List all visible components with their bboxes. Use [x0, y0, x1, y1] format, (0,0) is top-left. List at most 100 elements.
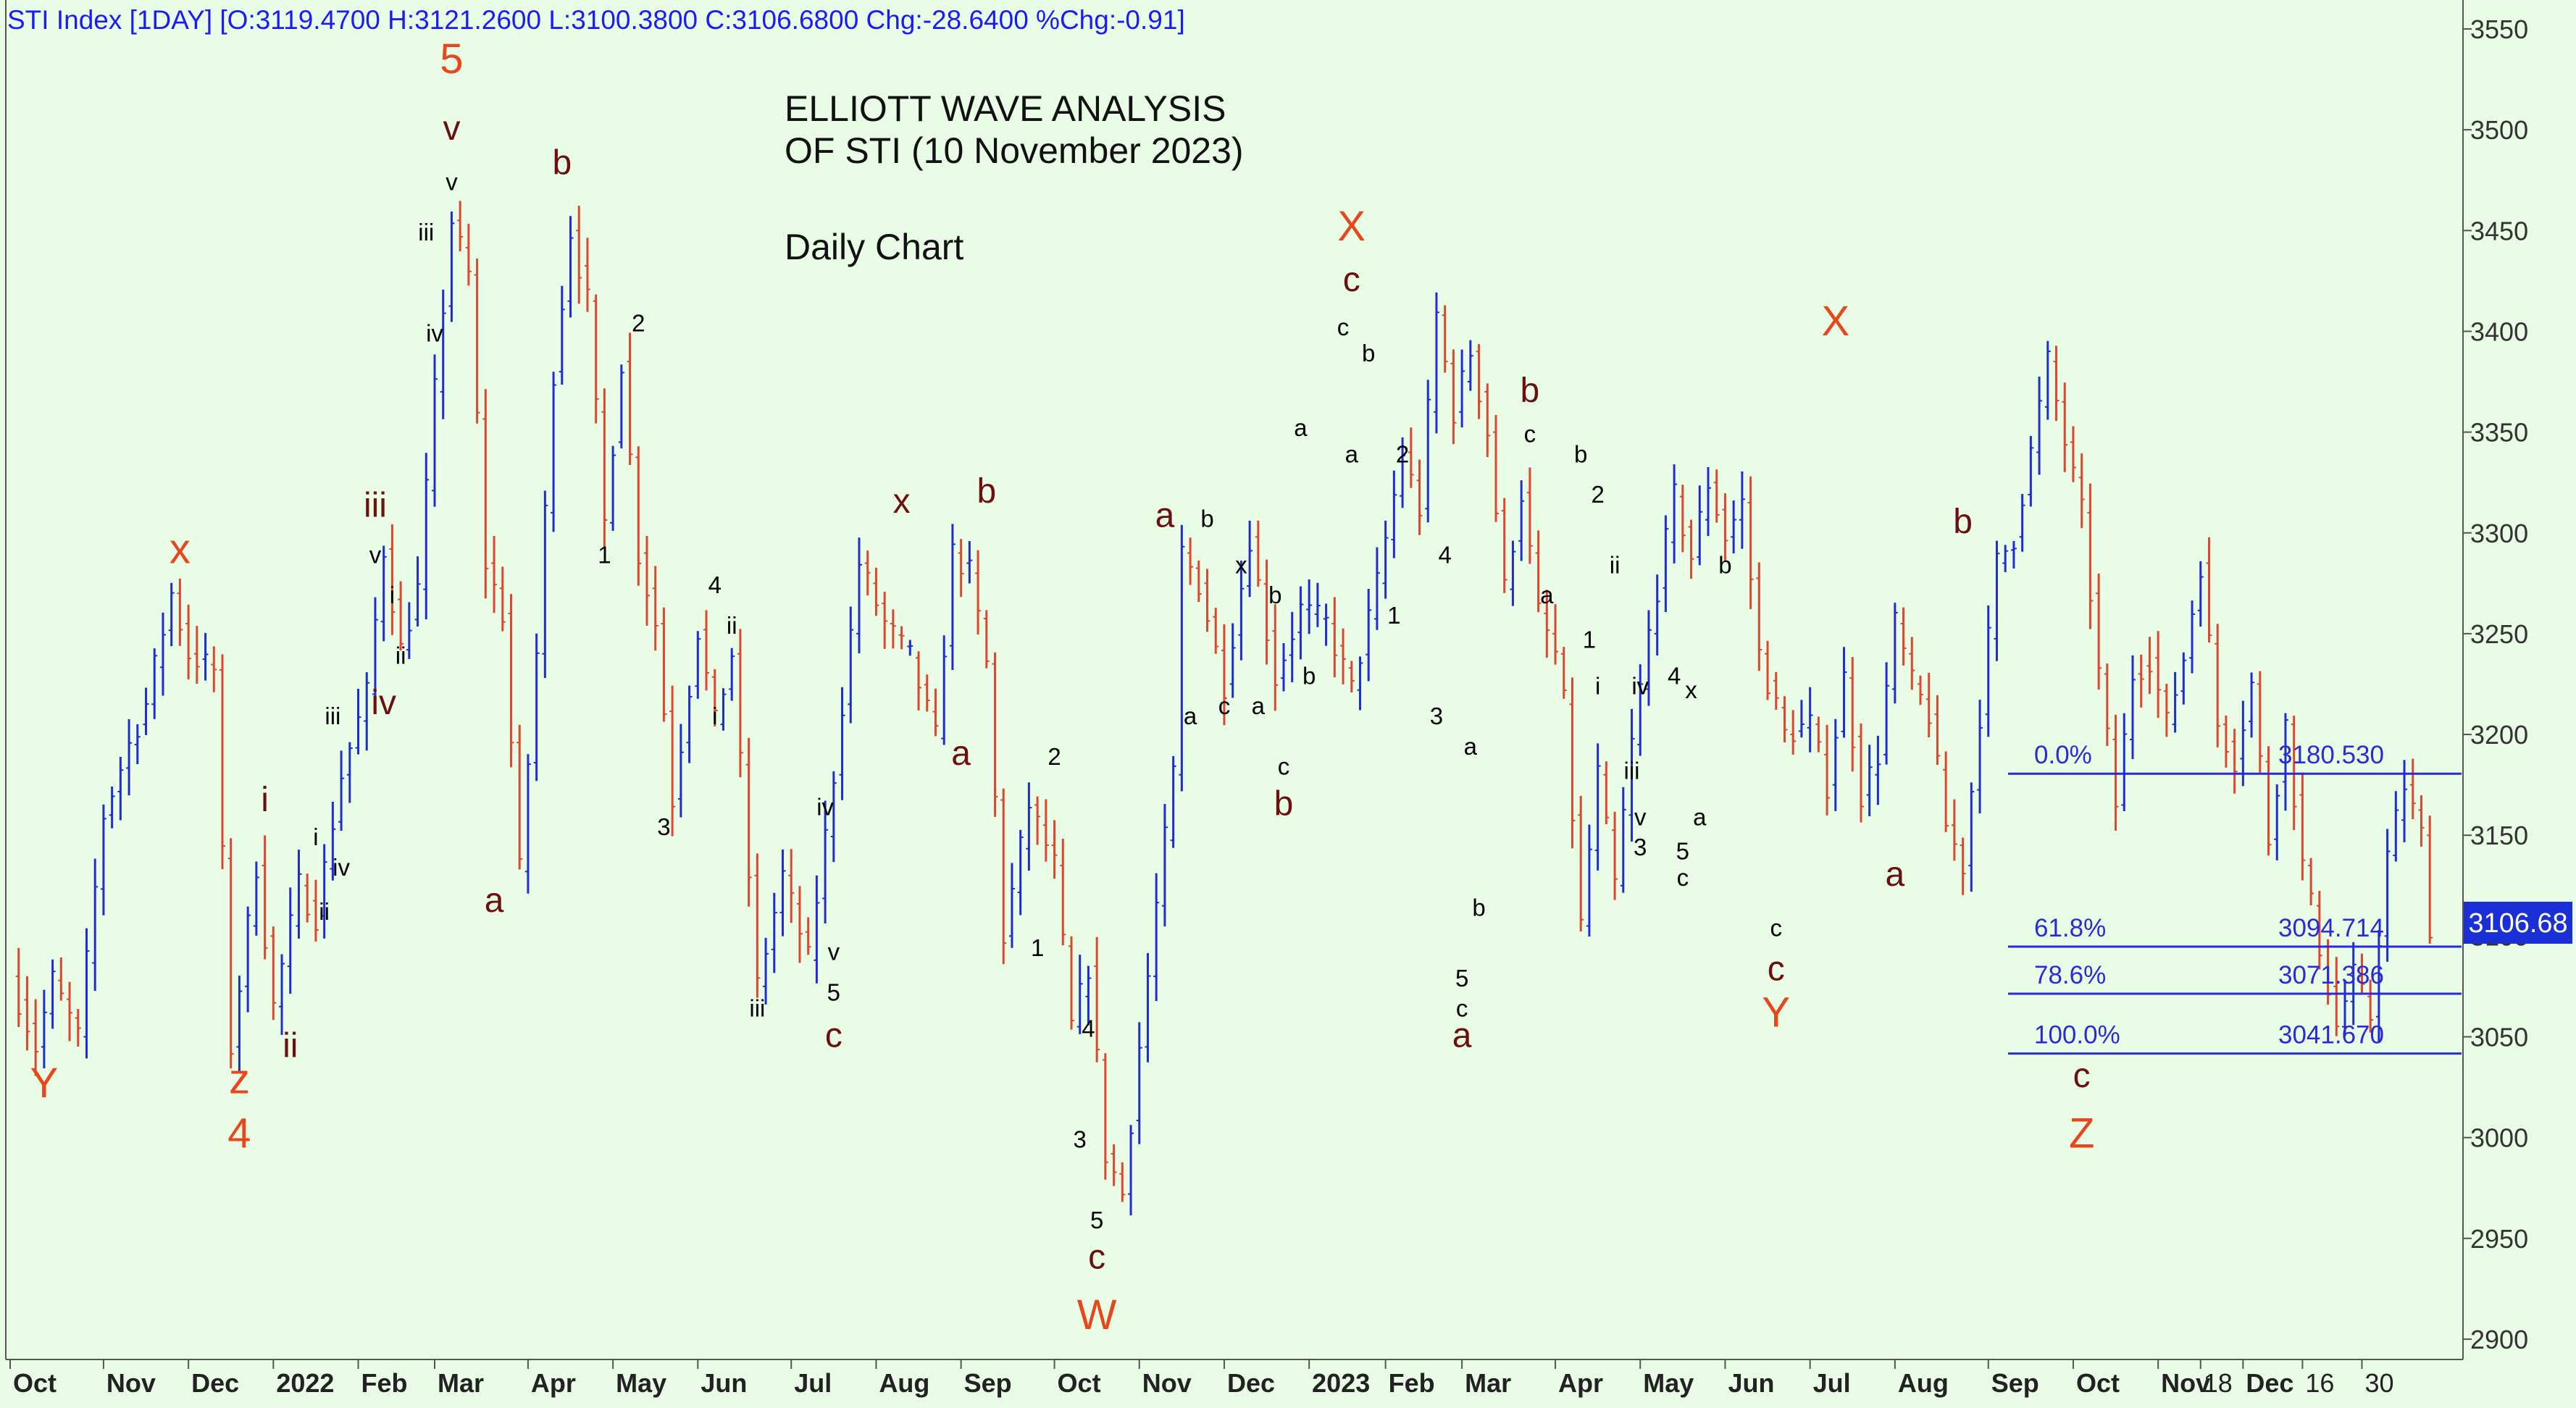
ohlc-bar: [1900, 607, 1907, 666]
ohlc-bar: [2316, 891, 2322, 970]
ohlc-bar: [364, 672, 370, 751]
wave-label: 4: [1439, 541, 1452, 568]
ohlc-bar: [517, 724, 523, 870]
ohlc-bar: [1161, 804, 1168, 927]
ohlc-bar: [1000, 788, 1007, 965]
wave-label: iii: [418, 219, 434, 246]
ohlc-bar: [2409, 758, 2416, 819]
ohlc-bar: [2146, 637, 2153, 694]
ohlc-bar: [2282, 713, 2288, 811]
wave-label: i: [390, 582, 395, 608]
wave-label: a: [1464, 733, 1478, 760]
ohlc-bar: [423, 453, 430, 620]
ohlc-bar: [134, 724, 141, 765]
ohlc-bar: [2367, 979, 2374, 1033]
wave-label: 1: [598, 541, 611, 568]
ohlc-bar: [100, 804, 106, 915]
ohlc-bar: [1713, 469, 1720, 523]
wave-label: b: [1362, 340, 1375, 366]
ohlc-bar: [2249, 672, 2255, 738]
wave-label: c: [2073, 1057, 2091, 1095]
wave-label: 4: [1082, 1015, 1095, 1042]
x-tick-label: Feb: [361, 1368, 408, 1398]
ohlc-bar: [1170, 755, 1176, 848]
wave-label: 5: [1676, 838, 1689, 865]
ohlc-bar: [1552, 604, 1559, 665]
ohlc-bar: [2121, 713, 2128, 811]
x-tick-label: Jul: [794, 1368, 832, 1398]
ohlc-bar: [2231, 729, 2238, 794]
ohlc-bar: [67, 981, 73, 1042]
ohlc-bar: [1518, 480, 1525, 561]
x-tick-label: Jul: [1813, 1368, 1851, 1398]
wave-label: a: [951, 734, 971, 773]
wave-label: c: [825, 1016, 842, 1055]
wave-label: iv: [1631, 672, 1649, 699]
fib-percent-label: 78.6%: [2034, 961, 2106, 989]
ohlc-bar: [2274, 784, 2280, 860]
wave-label: x: [893, 482, 911, 521]
x-tick-label: 16: [2305, 1368, 2334, 1398]
ohlc-bar: [321, 844, 327, 939]
ohlc-bar: [2308, 858, 2314, 905]
ohlc-bar: [635, 446, 642, 586]
ohlc-bar: [2044, 340, 2051, 420]
ohlc-bar: [1501, 498, 1507, 593]
wave-label: x: [170, 525, 191, 572]
ohlc-bar: [2215, 624, 2221, 747]
ohlc-bar: [763, 937, 769, 1005]
ohlc-bar: [41, 989, 47, 1069]
ohlc-bar: [2130, 655, 2136, 760]
wave-label: c: [1343, 261, 1360, 299]
ohlc-bar: [848, 606, 854, 724]
wave-label: ii: [283, 1026, 298, 1065]
x-tick-label: Oct: [1058, 1368, 1101, 1398]
ohlc-bar: [1569, 677, 1576, 849]
ohlc-bar: [1187, 537, 1194, 585]
ohlc-bar: [1645, 610, 1652, 706]
wave-label: 5: [440, 35, 463, 83]
fib-percent-label: 100.0%: [2034, 1021, 2120, 1049]
ohlc-bar: [126, 719, 133, 796]
ohlc-bar: [711, 669, 718, 727]
wave-label: 3: [1430, 703, 1443, 729]
y-tick-label: 2950: [2470, 1224, 2528, 1254]
ohlc-bar: [2180, 652, 2187, 705]
wave-label: ii: [727, 612, 737, 639]
ohlc-bar: [338, 750, 345, 831]
ohlc-bar: [1297, 586, 1304, 660]
y-tick-label: 3000: [2470, 1123, 2528, 1153]
ohlc-bar: [2342, 979, 2348, 1036]
ohlc-bar: [949, 524, 955, 671]
wave-label: 4: [708, 571, 722, 598]
ohlc-bar: [677, 724, 684, 818]
wave-label: i: [712, 703, 717, 729]
ohlc-bar: [1111, 1144, 1117, 1186]
ohlc-bar: [1688, 519, 1694, 579]
ohlc-bar: [2138, 654, 2144, 708]
ohlc-bar: [567, 216, 574, 318]
wave-label: b: [1302, 662, 1316, 689]
x-tick-label: Sep: [1991, 1368, 2039, 1398]
ohlc-bar: [983, 610, 990, 669]
fibonacci-levels: 0.0% 3180.530 61.8% 3094.714 78.6% 3071.386 10…: [2008, 741, 2462, 1055]
ohlc-bar: [2418, 795, 2425, 847]
ohlc-bar: [1925, 673, 1932, 738]
ohlc-bar: [2104, 663, 2110, 747]
ohlc-bar: [1076, 955, 1083, 1034]
x-tick-label: May: [616, 1368, 666, 1398]
ohlc-bar: [1798, 700, 1805, 738]
wave-label: b: [1953, 503, 1973, 541]
ohlc-bar: [882, 592, 888, 649]
ohlc-bar: [1340, 628, 1347, 684]
ohlc-bar: [1450, 349, 1457, 445]
ohlc-bar: [627, 332, 633, 466]
ohlc-bar: [932, 688, 939, 737]
ohlc-bar: [1977, 700, 1983, 813]
wave-label: i: [261, 781, 269, 819]
ohlc-bar: [661, 607, 667, 722]
ohlc-bar: [958, 539, 964, 598]
wave-label: b: [977, 472, 996, 511]
ohlc-bar: [720, 688, 727, 731]
y-tick-label: 3050: [2470, 1023, 2528, 1052]
